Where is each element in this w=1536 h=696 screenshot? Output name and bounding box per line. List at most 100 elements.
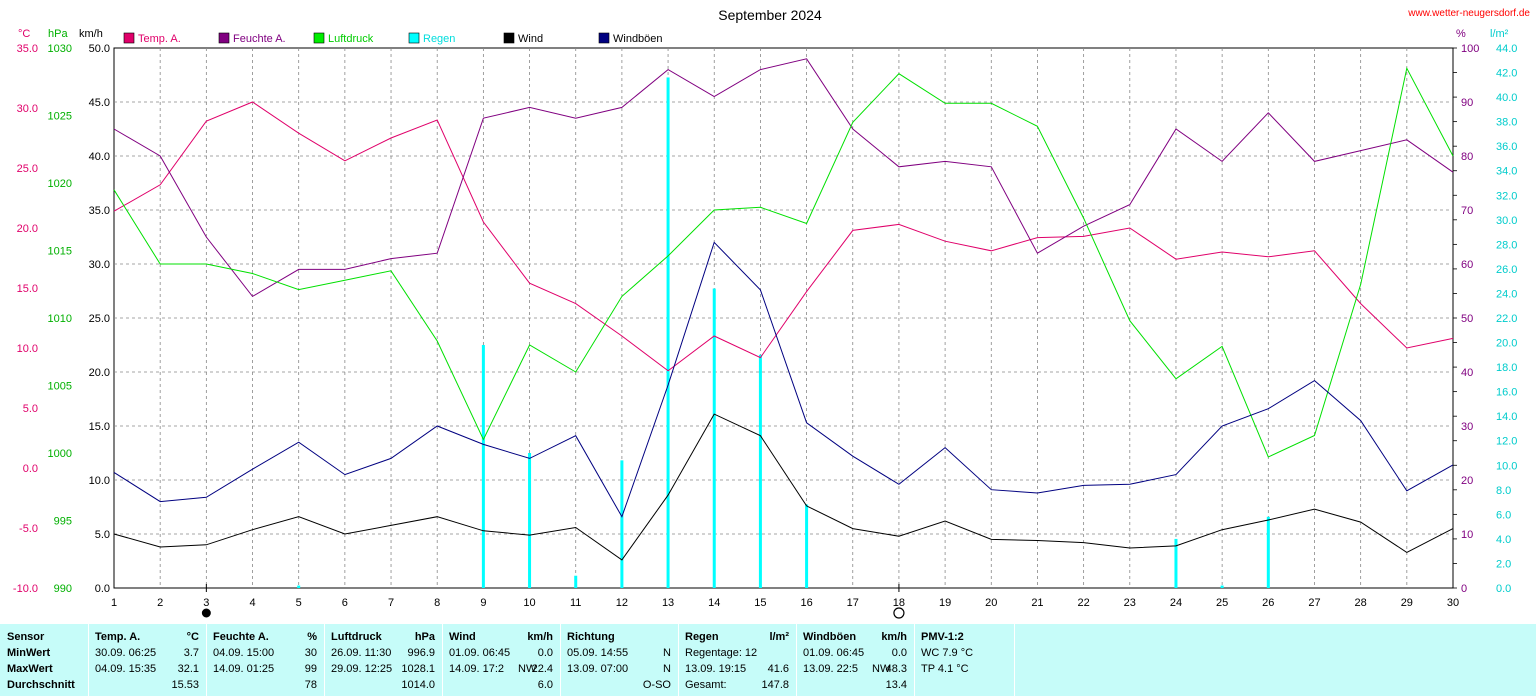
x-tick-label: 23 bbox=[1124, 597, 1136, 609]
stats-direction-avg: O-SO bbox=[642, 679, 671, 691]
temp-tick-label: 15.0 bbox=[17, 283, 38, 295]
statistics-panel: Sensor MinWert MaxWert Durchschnitt Temp… bbox=[0, 624, 1536, 696]
stats-col-humidity: Feuchte A. % 04.09. 15:00 30 14.09. 01:2… bbox=[206, 624, 325, 696]
pressure-tick-label: 1015 bbox=[48, 246, 72, 258]
pressure-tick-label: 1025 bbox=[48, 111, 72, 123]
wind-tick-label: 5.0 bbox=[95, 529, 110, 541]
stats-gust-max-time: 13.09. 22:5 bbox=[803, 663, 859, 675]
weather-chart: 35.030.025.020.015.010.05.00.0-5.0-10.01… bbox=[13, 7, 1530, 619]
stats-rain-total-label: Gesamt: bbox=[685, 679, 727, 691]
stats-gust-min-val: 0.0 bbox=[891, 647, 907, 659]
stats-gust-max-dir: NW bbox=[872, 663, 891, 675]
humidity-tick-label: 60 bbox=[1461, 259, 1473, 271]
stats-min-label: MinWert bbox=[7, 647, 51, 659]
stats-gust-avg: 13.4 bbox=[885, 679, 907, 691]
x-tick-label: 6 bbox=[342, 597, 348, 609]
stats-wind-max-time: 14.09. 17:2 bbox=[449, 663, 505, 675]
rain-tick-label: 18.0 bbox=[1496, 362, 1517, 374]
stats-max-label: MaxWert bbox=[7, 663, 53, 675]
rain-bar bbox=[1220, 585, 1224, 588]
stats-avg-label: Durchschnitt bbox=[7, 679, 75, 691]
x-tick-label: 29 bbox=[1401, 597, 1413, 609]
stats-pressure-max-val: 1028.1 bbox=[401, 663, 435, 675]
rain-bars bbox=[297, 77, 1270, 589]
series-line-wind-gust bbox=[113, 241, 1454, 518]
legend-temp: Temp. A. bbox=[138, 33, 181, 45]
wind-tick-label: 50.0 bbox=[89, 43, 110, 55]
x-tick-label: 10 bbox=[523, 597, 535, 609]
rain-tick-label: 10.0 bbox=[1496, 460, 1517, 472]
rain-tick-label: 14.0 bbox=[1496, 411, 1517, 423]
rain-bar bbox=[712, 288, 716, 588]
stats-wind-max-val: 22.4 bbox=[531, 663, 553, 675]
stats-gust-min-time: 01.09. 06:45 bbox=[803, 647, 865, 659]
humidity-tick-label: 30 bbox=[1461, 421, 1473, 433]
stats-pressure-min-time: 26.09. 11:30 bbox=[331, 647, 392, 659]
rain-tick-label: 38.0 bbox=[1496, 117, 1517, 129]
rain-bar bbox=[620, 460, 624, 588]
legend-swatch-gust bbox=[598, 32, 610, 44]
stats-wind-header: Wind bbox=[449, 631, 476, 643]
x-tick-label: 26 bbox=[1262, 597, 1274, 609]
x-tick-label: 25 bbox=[1216, 597, 1228, 609]
rain-tick-label: 34.0 bbox=[1496, 166, 1517, 178]
wind-unit-label: km/h bbox=[79, 28, 103, 40]
legend-swatch-wind bbox=[503, 32, 515, 44]
rain-tick-label: 42.0 bbox=[1496, 68, 1517, 80]
series-line-wind bbox=[113, 413, 1454, 561]
wind-tick-label: 25.0 bbox=[89, 313, 110, 325]
pressure-tick-label: 1005 bbox=[48, 381, 72, 393]
pressure-tick-label: 1000 bbox=[48, 448, 72, 460]
stats-rain-header: Regen bbox=[685, 631, 719, 643]
stats-gust-max-val: 48.3 bbox=[885, 663, 907, 675]
rain-tick-label: 26.0 bbox=[1496, 264, 1517, 276]
rain-bar bbox=[666, 77, 670, 589]
rain-tick-label: 6.0 bbox=[1496, 509, 1511, 521]
temp-tick-label: -10.0 bbox=[13, 583, 38, 595]
stats-temp-avg: 15.53 bbox=[171, 679, 199, 691]
rain-tick-label: 4.0 bbox=[1496, 534, 1511, 546]
stats-col-end bbox=[1014, 624, 1016, 696]
series-line-pressure bbox=[113, 66, 1454, 458]
rain-bar bbox=[805, 504, 809, 588]
stats-col-wind: Wind km/h 01.09. 06:45 0.0 14.09. 17:2 N… bbox=[442, 624, 561, 696]
rain-tick-label: 28.0 bbox=[1496, 239, 1517, 251]
humidity-tick-label: 70 bbox=[1461, 205, 1473, 217]
rain-tick-label: 32.0 bbox=[1496, 190, 1517, 202]
stats-humidity-unit: % bbox=[307, 631, 317, 643]
x-tick-label: 5 bbox=[296, 597, 302, 609]
stats-rain-unit: l/m² bbox=[769, 631, 789, 643]
pressure-tick-label: 1020 bbox=[48, 178, 72, 190]
rain-tick-label: 44.0 bbox=[1496, 43, 1517, 55]
x-tick-label: 24 bbox=[1170, 597, 1182, 609]
stats-humidity-max-val: 99 bbox=[304, 663, 317, 675]
temp-unit-label: °C bbox=[18, 28, 30, 40]
stats-pmv-tp: TP 4.1 °C bbox=[921, 663, 969, 675]
stats-temp-header: Temp. A. bbox=[95, 631, 141, 643]
stats-rain-total: 147.8 bbox=[761, 679, 789, 691]
stats-col-sensor: Sensor MinWert MaxWert Durchschnitt bbox=[0, 624, 88, 696]
x-tick-label: 19 bbox=[939, 597, 951, 609]
pressure-tick-label: 995 bbox=[54, 516, 72, 528]
x-tick-label: 18 bbox=[893, 597, 905, 609]
wind-tick-label: 10.0 bbox=[89, 475, 110, 487]
x-tick-label: 12 bbox=[616, 597, 628, 609]
x-tick-label: 27 bbox=[1308, 597, 1320, 609]
humidity-tick-label: 10 bbox=[1461, 529, 1473, 541]
stats-col-gust: Windböen km/h 01.09. 06:45 0.0 13.09. 22… bbox=[796, 624, 915, 696]
stats-humidity-header: Feuchte A. bbox=[213, 631, 269, 643]
x-tick-label: 22 bbox=[1077, 597, 1089, 609]
new-moon-icon bbox=[201, 608, 211, 618]
series-lines bbox=[113, 58, 1454, 561]
rain-tick-label: 0.0 bbox=[1496, 583, 1511, 595]
stats-rain-days: Regentage: 12 bbox=[685, 647, 758, 659]
stats-pressure-header: Luftdruck bbox=[331, 631, 382, 643]
grid bbox=[113, 47, 1454, 589]
stats-pmv-wc: WC 7.9 °C bbox=[921, 647, 974, 659]
stats-gust-header: Windböen bbox=[803, 631, 857, 643]
legend-gust: Windböen bbox=[613, 33, 663, 45]
site-url[interactable]: www.wetter-neugersdorf.de bbox=[1407, 8, 1530, 19]
x-tick-label: 16 bbox=[800, 597, 812, 609]
stats-direction-header: Richtung bbox=[567, 631, 615, 643]
x-tick-label: 30 bbox=[1447, 597, 1459, 609]
